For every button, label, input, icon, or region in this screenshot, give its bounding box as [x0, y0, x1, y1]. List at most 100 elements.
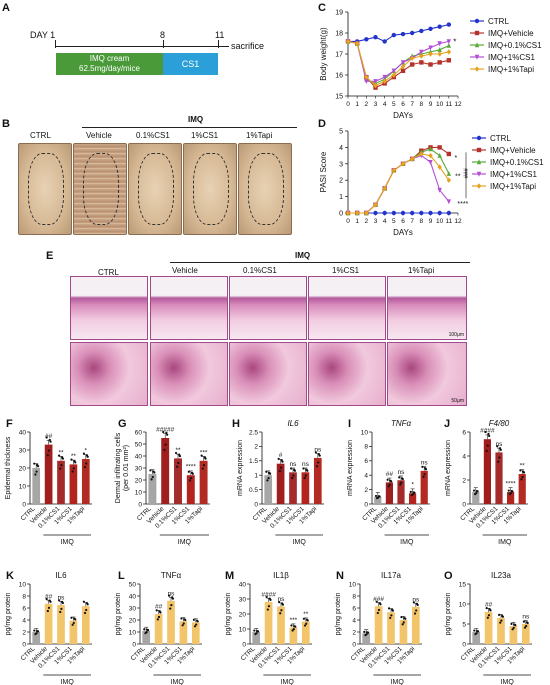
data-point: [446, 42, 452, 48]
data-dot: [34, 633, 37, 636]
x-tick-label: 6: [401, 218, 405, 225]
data-dot: [497, 460, 500, 463]
significance-label: ns: [496, 441, 504, 448]
data-dot: [45, 597, 48, 601]
data-dot: [170, 604, 173, 607]
y-tick-label: 1: [339, 194, 343, 201]
data-dot: [203, 456, 206, 459]
data-dot: [268, 597, 271, 600]
y-axis-label: Epidermal thickness: [5, 436, 12, 499]
significance-label: ns: [278, 596, 286, 603]
data-dot: [389, 479, 392, 482]
data-dot: [277, 600, 281, 604]
data-point: [446, 49, 452, 55]
y-tick-label: 15: [335, 94, 343, 101]
bar: [518, 474, 526, 504]
data-dot: [195, 623, 198, 626]
data-dot: [305, 622, 308, 625]
x-axis-label: DAYs: [393, 228, 413, 237]
data-dot: [46, 454, 49, 457]
y-tick-label: 1.5: [249, 458, 258, 465]
legend-marker: [474, 66, 480, 72]
data-dot: [163, 448, 166, 451]
data-dot: [400, 477, 404, 480]
data-point: [446, 177, 452, 183]
data-dot: [508, 493, 511, 496]
legend-marker: [474, 42, 480, 48]
data-dot: [289, 467, 293, 470]
data-dot: [34, 473, 37, 476]
data-dot: [507, 489, 510, 492]
data-point: [428, 62, 433, 67]
histo-bottom-ctrl: [70, 342, 148, 406]
significance-label: ns: [421, 459, 429, 466]
y-tick-label: 60: [135, 429, 143, 436]
legend-marker: [476, 171, 482, 177]
histo-top-1tapi: 100μm: [387, 276, 467, 340]
histo-label-vehicle: Vehicle: [172, 266, 198, 275]
data-dot: [303, 476, 306, 480]
y-tick-label: 2: [254, 444, 258, 451]
data-dot: [520, 478, 523, 481]
significance-label: ##: [45, 593, 53, 600]
bar: [154, 614, 163, 644]
y-tick-label: 10: [239, 626, 247, 633]
data-dot: [302, 617, 305, 620]
data-dot: [487, 614, 491, 617]
significance-label: #: [279, 452, 283, 459]
bar: [148, 474, 157, 504]
y-tick-label: 16: [335, 73, 343, 80]
significance-label: **: [58, 449, 64, 456]
series-line-3: [347, 40, 449, 82]
panel-letter-c: C: [318, 2, 326, 14]
bar: [521, 624, 530, 644]
data-dot: [388, 483, 391, 486]
data-dot: [82, 452, 85, 455]
data-dot: [193, 625, 197, 628]
data-dot: [202, 464, 206, 467]
data-dot: [305, 618, 309, 621]
data-dot: [412, 601, 415, 604]
legend-marker: [474, 54, 480, 60]
significance-label: **: [71, 453, 77, 460]
bar: [264, 602, 273, 644]
y-tick-label: 50: [135, 441, 143, 448]
data-dot: [375, 600, 378, 603]
data-dot: [60, 464, 63, 467]
x-tick-label: 5: [392, 101, 396, 108]
data-dot: [304, 474, 307, 477]
data-dot: [35, 470, 38, 473]
panel-letter-l: L: [118, 570, 125, 582]
y-tick-label: 4: [352, 617, 356, 624]
data-point: [437, 145, 442, 150]
data-dot: [71, 470, 74, 473]
bar: [57, 460, 65, 504]
x-tick-label: 11: [445, 218, 452, 225]
bar: [142, 630, 151, 644]
x-tick-label: 9: [429, 218, 433, 225]
bar: [301, 472, 310, 504]
y-tick-label: 6: [22, 605, 26, 612]
data-point: [364, 210, 369, 216]
data-dot: [158, 610, 161, 613]
data-point: [437, 41, 442, 47]
histo-top-ctrl: [70, 276, 148, 340]
data-dot: [190, 471, 194, 474]
chart-title: IL1β: [273, 571, 289, 580]
data-dot: [177, 461, 180, 465]
data-point: [373, 35, 378, 40]
x-tick-label: 10: [436, 218, 444, 225]
data-dot: [513, 623, 516, 626]
data-point: [437, 24, 442, 29]
panel-letter-d: D: [318, 118, 326, 130]
x-tick-label: 4: [383, 218, 387, 225]
histo-bottom-1tapi: 50μm: [387, 342, 467, 406]
x-tick-label: 0: [346, 101, 350, 108]
bar: [509, 626, 518, 644]
bar: [44, 444, 53, 504]
significance-label: ns: [58, 595, 66, 602]
lesion-outline: [138, 153, 174, 226]
bar: [264, 475, 273, 504]
data-dot: [59, 467, 62, 470]
data-dot: [485, 607, 488, 610]
